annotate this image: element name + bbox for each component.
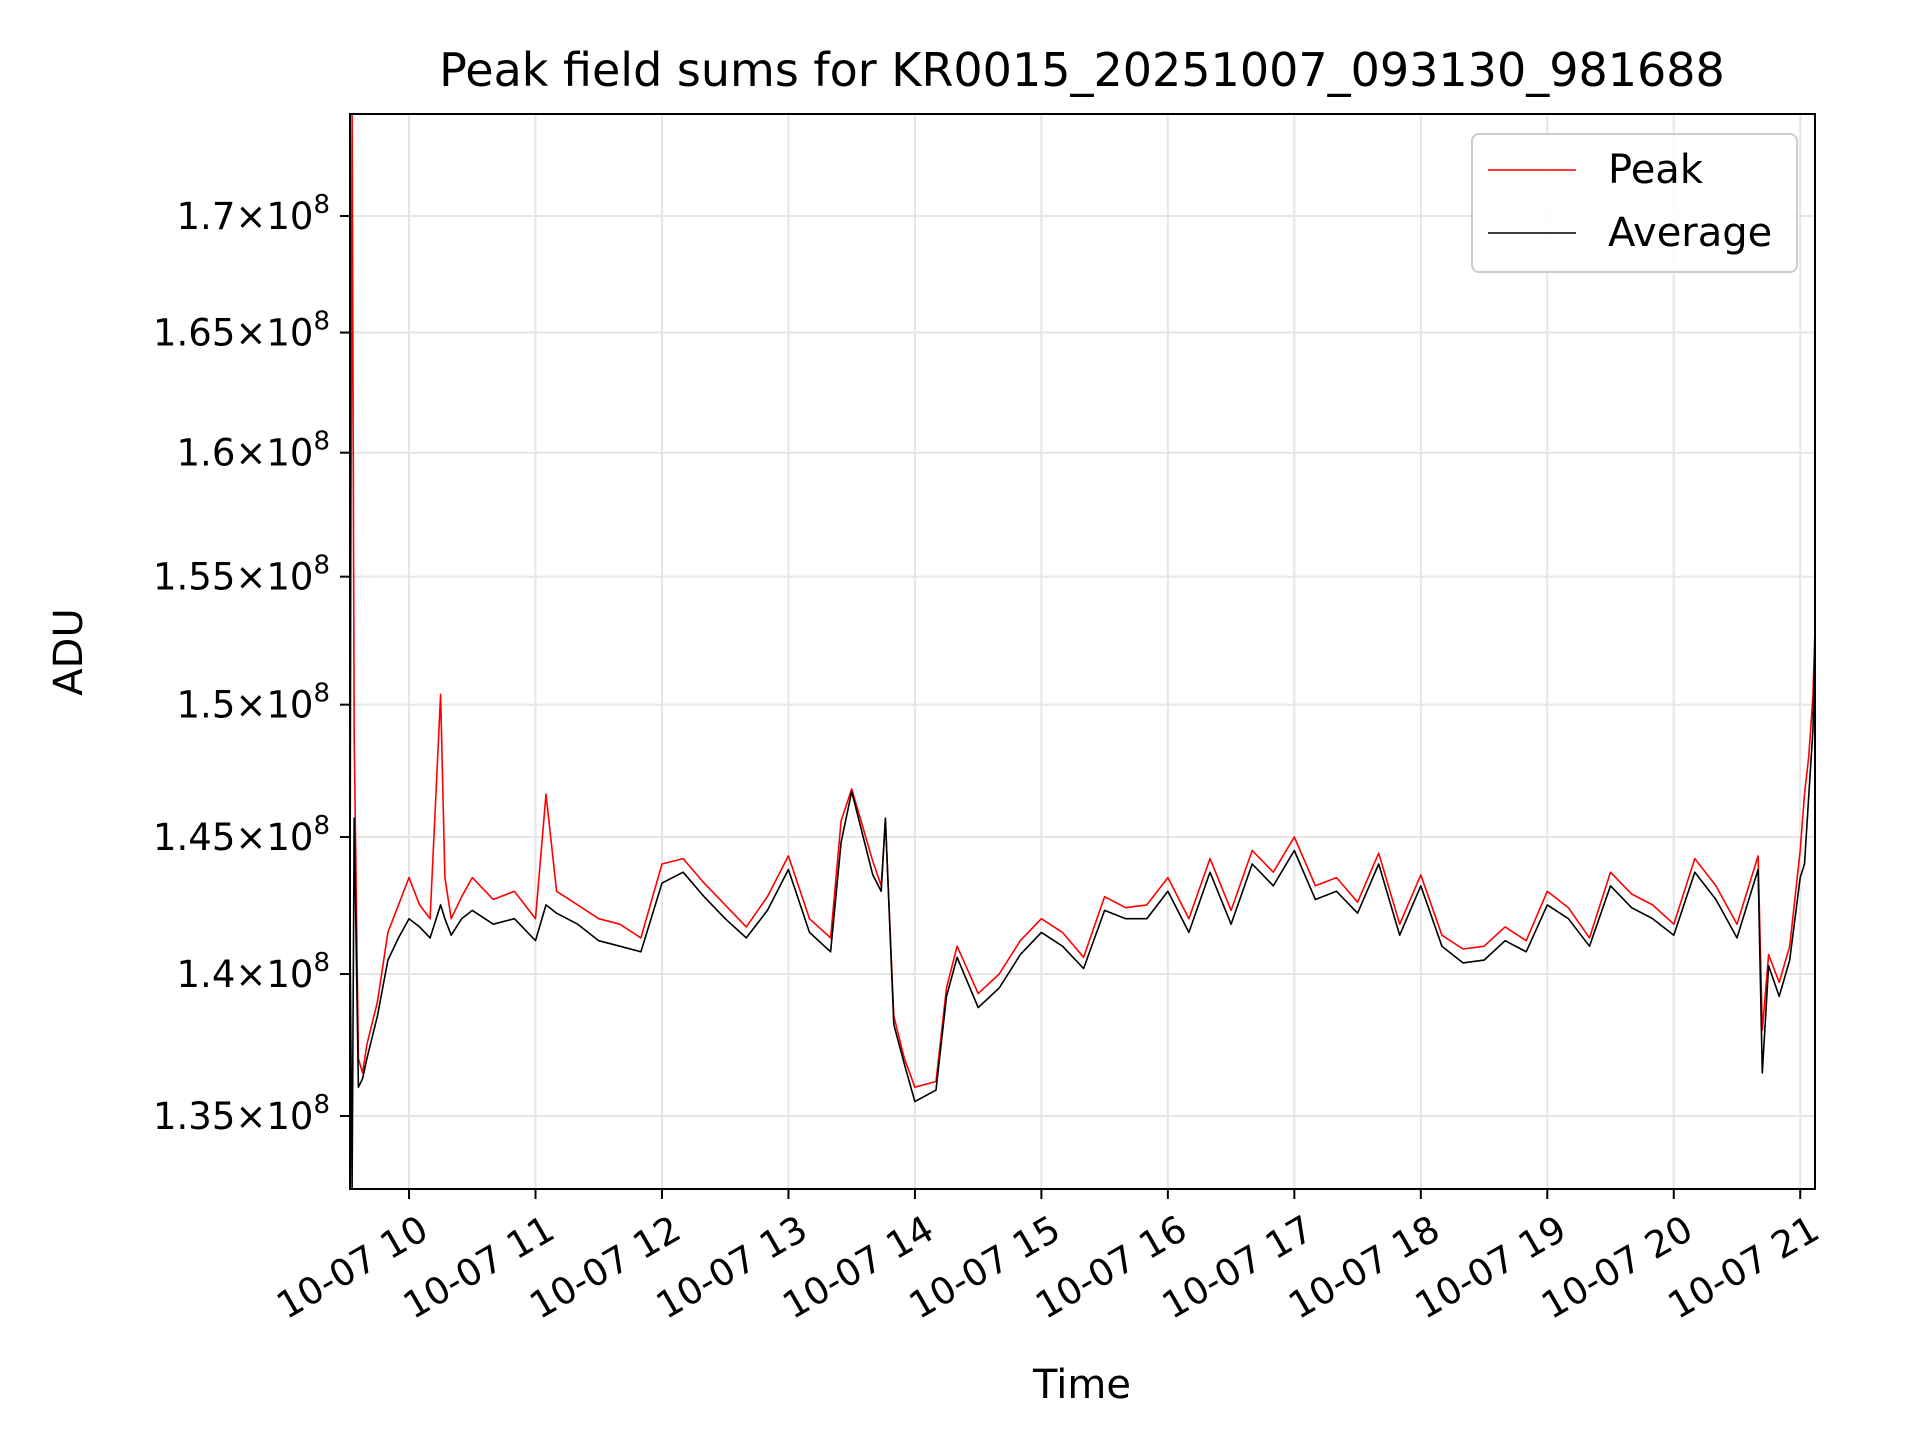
series-line-average: [350, 645, 1815, 1189]
series-layer: [350, 114, 1815, 1189]
y-axis: 1.35×108 1.4×108 1.45×108 1.5×108 1.55×108 1.…: [153, 190, 350, 1138]
y-tick-label: 1.65×108: [153, 307, 330, 355]
chart-title: Peak field sums for KR0015_20251007_0931…: [439, 43, 1725, 97]
legend-label-average: Average: [1608, 210, 1772, 256]
y-tick-label: 1.45×108: [153, 811, 330, 859]
legend-box: [1471, 133, 1798, 273]
y-tick-label: 1.6×108: [177, 427, 330, 475]
series-line-peak: [350, 114, 1815, 1088]
y-tick-label: 1.5×108: [177, 679, 330, 727]
x-axis-title: Time: [1032, 1362, 1131, 1408]
y-tick-label: 1.35×108: [153, 1090, 330, 1138]
y-tick-label: 1.7×108: [177, 190, 330, 238]
y-axis-title: ADU: [46, 608, 92, 695]
legend: Peak Average: [1471, 133, 1798, 273]
y-tick-label: 1.55×108: [153, 551, 330, 599]
plot-frame: [349, 113, 1816, 1190]
legend-label-peak: Peak: [1608, 147, 1704, 193]
y-tick-label: 1.4×108: [177, 948, 330, 996]
